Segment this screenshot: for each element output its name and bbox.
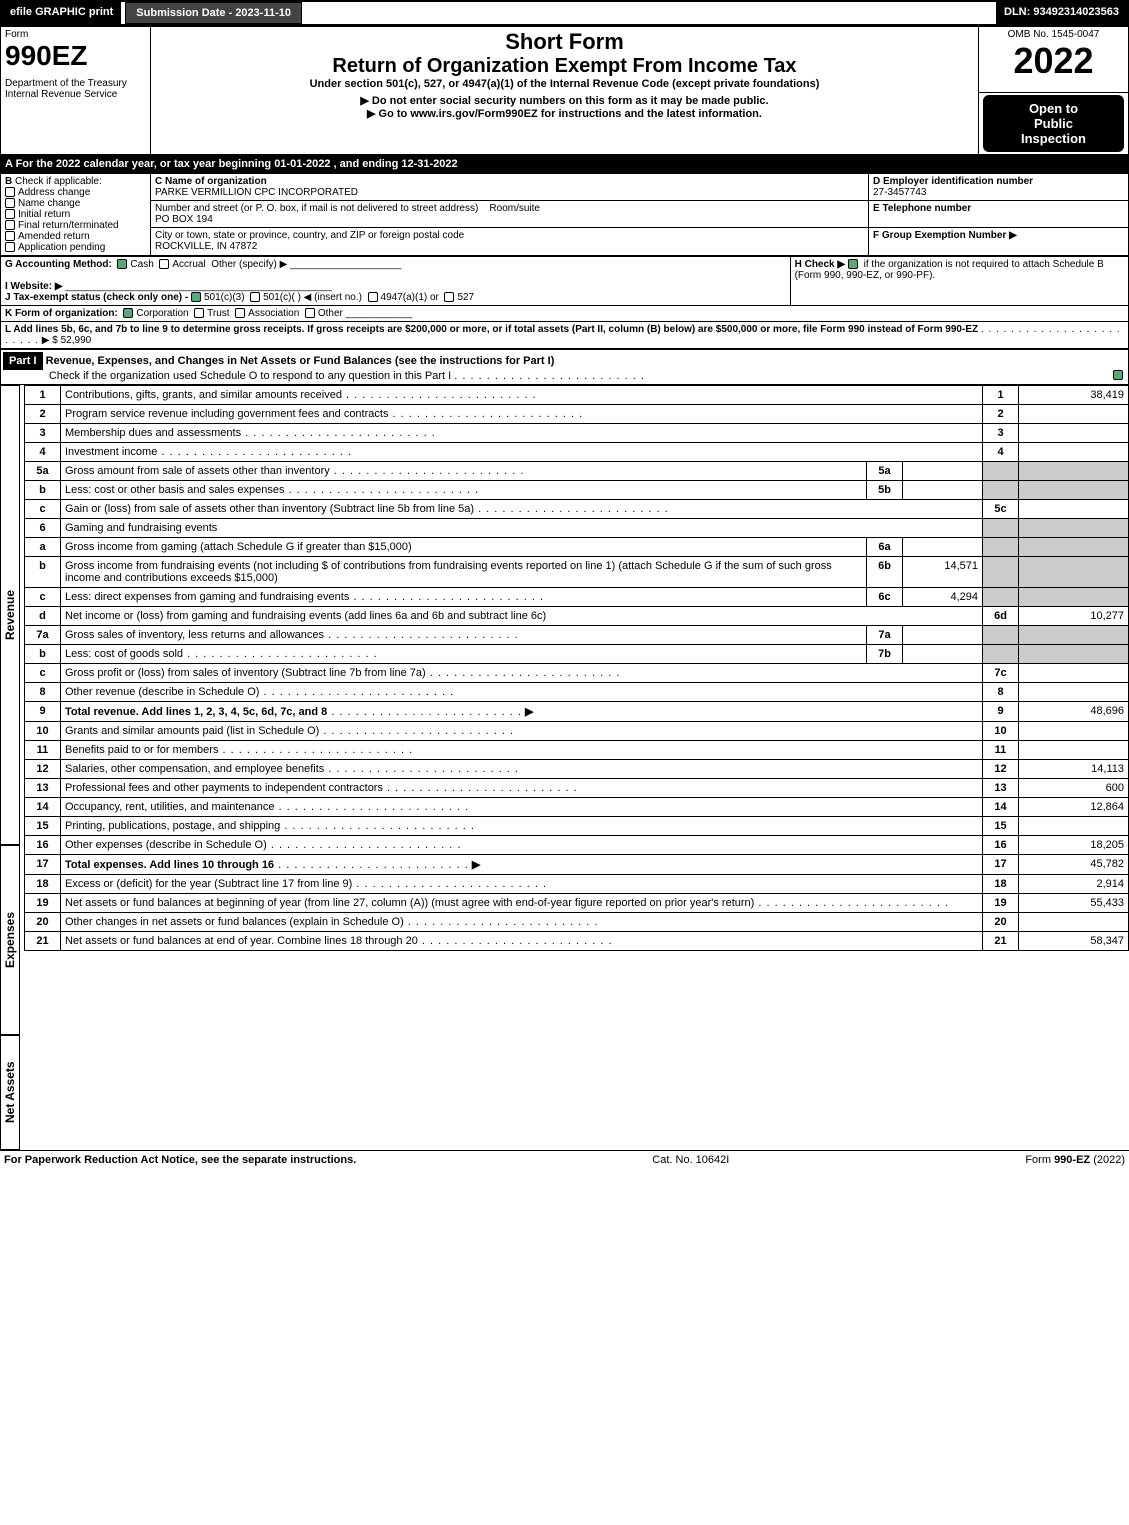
section-l-text: L Add lines 5b, 6c, and 7b to line 9 to … — [5, 324, 978, 335]
org-info-block: B Check if applicable: Address change Na… — [0, 173, 1129, 256]
subtitle: Under section 501(c), 527, or 4947(a)(1)… — [155, 78, 974, 90]
city-label: City or town, state or province, country… — [155, 230, 464, 241]
checkbox-other-org[interactable] — [305, 308, 315, 318]
submission-date-button[interactable]: Submission Date - 2023-11-10 — [125, 2, 302, 24]
top-bar: efile GRAPHIC print Submission Date - 20… — [0, 0, 1129, 26]
open-inspection-box: Open to Public Inspection — [983, 95, 1124, 152]
tax-year: 2022 — [983, 40, 1124, 82]
checkbox-final-return[interactable] — [5, 220, 15, 230]
line-16: 16Other expenses (describe in Schedule O… — [25, 835, 1129, 854]
line-15: 15Printing, publications, postage, and s… — [25, 816, 1129, 835]
line-6b: bGross income from fundraising events (n… — [25, 556, 1129, 587]
department-label: Department of the Treasury Internal Reve… — [5, 78, 146, 100]
checkbox-501c[interactable] — [250, 292, 260, 302]
netassets-sidebar-label: Net Assets — [0, 1035, 20, 1150]
checkbox-schedule-b[interactable] — [848, 259, 858, 269]
dln-label: DLN: 93492314023563 — [996, 2, 1127, 24]
line-5b: bLess: cost or other basis and sales exp… — [25, 480, 1129, 499]
part-1-title: Revenue, Expenses, and Changes in Net As… — [46, 355, 555, 367]
line-21: 21Net assets or fund balances at end of … — [25, 931, 1129, 950]
checkbox-corporation[interactable] — [123, 308, 133, 318]
ghijkl-block: G Accounting Method: Cash Accrual Other … — [0, 256, 1129, 349]
form-word: Form — [5, 29, 146, 40]
section-h-label: H Check ▶ — [795, 259, 845, 270]
line-6d: dNet income or (loss) from gaming and fu… — [25, 606, 1129, 625]
section-f-label: F Group Exemption Number ▶ — [873, 230, 1017, 241]
section-j-label: J Tax-exempt status (check only one) - — [5, 292, 188, 303]
checkbox-501c3[interactable] — [191, 292, 201, 302]
line-6a: aGross income from gaming (attach Schedu… — [25, 537, 1129, 556]
lines-table: 1Contributions, gifts, grants, and simil… — [24, 385, 1129, 951]
checkbox-4947[interactable] — [368, 292, 378, 302]
section-a-tax-year: A For the 2022 calendar year, or tax yea… — [0, 155, 1129, 173]
line-6c: cLess: direct expenses from gaming and f… — [25, 587, 1129, 606]
checkbox-address-change[interactable] — [5, 187, 15, 197]
line-18: 18Excess or (deficit) for the year (Subt… — [25, 874, 1129, 893]
street-label: Number and street (or P. O. box, if mail… — [155, 203, 478, 214]
line-7c: cGross profit or (loss) from sales of in… — [25, 663, 1129, 682]
checkbox-527[interactable] — [444, 292, 454, 302]
part-1-header-row: Part I Revenue, Expenses, and Changes in… — [0, 349, 1129, 385]
short-form-title: Short Form — [155, 29, 974, 55]
org-name: PARKE VERMILLION CPC INCORPORATED — [155, 187, 358, 198]
line-20: 20Other changes in net assets or fund ba… — [25, 912, 1129, 931]
form-header: Form 990EZ Department of the Treasury In… — [0, 26, 1129, 155]
note-ssn: ▶ Do not enter social security numbers o… — [155, 94, 974, 107]
line-17: 17Total expenses. Add lines 10 through 1… — [25, 854, 1129, 874]
section-e-label: E Telephone number — [873, 203, 971, 214]
omb-number: OMB No. 1545-0047 — [983, 29, 1124, 40]
checkbox-name-change[interactable] — [5, 198, 15, 208]
part-1-check-text: Check if the organization used Schedule … — [49, 370, 451, 382]
section-g-label: G Accounting Method: — [5, 259, 112, 270]
line-5a: 5aGross amount from sale of assets other… — [25, 461, 1129, 480]
section-b-label: B — [5, 176, 12, 187]
form-number: 990EZ — [5, 40, 146, 72]
page-footer: For Paperwork Reduction Act Notice, see … — [0, 1150, 1129, 1169]
line-19: 19Net assets or fund balances at beginni… — [25, 893, 1129, 912]
section-d-label: D Employer identification number — [873, 176, 1033, 187]
footer-paperwork: For Paperwork Reduction Act Notice, see … — [4, 1154, 356, 1166]
line-7a: 7aGross sales of inventory, less returns… — [25, 625, 1129, 644]
line-1: 1Contributions, gifts, grants, and simil… — [25, 385, 1129, 404]
checkbox-schedule-o[interactable] — [1113, 370, 1123, 380]
section-k-label: K Form of organization: — [5, 308, 118, 319]
checkbox-trust[interactable] — [194, 308, 204, 318]
street-value: PO BOX 194 — [155, 214, 213, 225]
main-title: Return of Organization Exempt From Incom… — [155, 55, 974, 78]
line-7b: bLess: cost of goods sold7b — [25, 644, 1129, 663]
footer-catalog: Cat. No. 10642I — [652, 1154, 729, 1166]
checkbox-accrual[interactable] — [159, 259, 169, 269]
line-13: 13Professional fees and other payments t… — [25, 778, 1129, 797]
ein-value: 27-3457743 — [873, 187, 926, 198]
revenue-sidebar-label: Revenue — [0, 385, 20, 845]
line-3: 3Membership dues and assessments3 — [25, 423, 1129, 442]
footer-form-ref: Form 990-EZ (2022) — [1025, 1154, 1125, 1166]
room-label: Room/suite — [489, 203, 540, 214]
expenses-sidebar-label: Expenses — [0, 845, 20, 1035]
note-link[interactable]: ▶ Go to www.irs.gov/Form990EZ for instru… — [155, 107, 974, 120]
line-14: 14Occupancy, rent, utilities, and mainte… — [25, 797, 1129, 816]
checkbox-cash[interactable] — [117, 259, 127, 269]
checkbox-initial-return[interactable] — [5, 209, 15, 219]
efile-label[interactable]: efile GRAPHIC print — [2, 2, 121, 24]
line-8: 8Other revenue (describe in Schedule O)8 — [25, 682, 1129, 701]
city-value: ROCKVILLE, IN 47872 — [155, 241, 257, 252]
checkbox-application-pending[interactable] — [5, 242, 15, 252]
section-i-label: I Website: ▶ — [5, 281, 63, 292]
part-1-label: Part I — [3, 352, 43, 370]
checkbox-association[interactable] — [235, 308, 245, 318]
checkbox-amended-return[interactable] — [5, 231, 15, 241]
line-5c: cGain or (loss) from sale of assets othe… — [25, 499, 1129, 518]
section-c-label: C Name of organization — [155, 176, 267, 187]
line-2: 2Program service revenue including gover… — [25, 404, 1129, 423]
lines-section: Revenue Expenses Net Assets 1Contributio… — [0, 385, 1129, 1150]
section-l-value: ▶ $ 52,990 — [42, 335, 91, 346]
line-9: 9Total revenue. Add lines 1, 2, 3, 4, 5c… — [25, 701, 1129, 721]
line-6: 6Gaming and fundraising events — [25, 518, 1129, 537]
line-10: 10Grants and similar amounts paid (list … — [25, 721, 1129, 740]
line-11: 11Benefits paid to or for members11 — [25, 740, 1129, 759]
line-12: 12Salaries, other compensation, and empl… — [25, 759, 1129, 778]
line-4: 4Investment income4 — [25, 442, 1129, 461]
